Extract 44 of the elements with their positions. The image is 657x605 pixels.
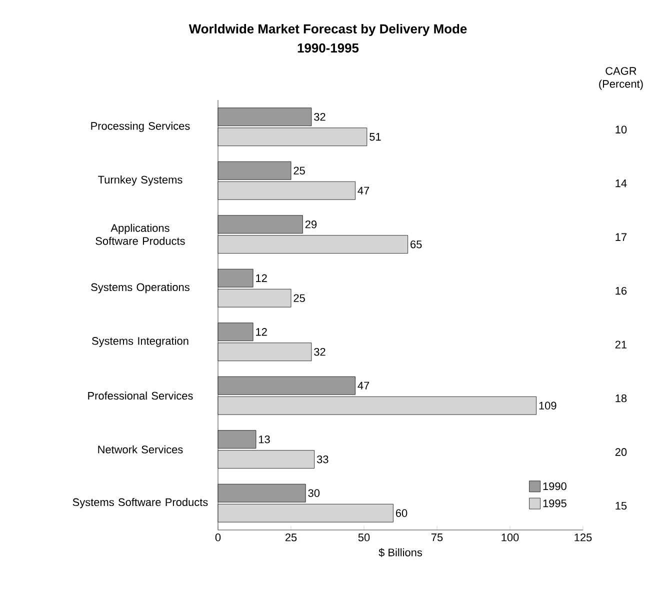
text: 17 [616, 233, 627, 241]
data-label: 60 [396, 509, 408, 517]
text: 15 [616, 502, 627, 510]
chart-title: Worldwide Market Forecast by Delivery Mode [188, 24, 467, 36]
text: 20 [615, 448, 627, 456]
data-label: 13 [258, 436, 270, 444]
data-label: 47 [358, 186, 370, 194]
data-label: 30 [308, 489, 320, 497]
data-label: 47 [358, 382, 370, 390]
data-label: 109 [539, 402, 556, 410]
legend-label: 1995 [543, 499, 566, 508]
x-tick-label: 0 [215, 534, 221, 542]
legend-label: 1990 [543, 482, 566, 490]
text: 10 [616, 126, 627, 134]
data-label: 12 [256, 328, 267, 336]
x-axis-title: $ Billions [378, 548, 422, 557]
text: 18 [616, 394, 627, 402]
data-label: 33 [316, 456, 328, 464]
x-tick-label: 100 [502, 534, 519, 542]
x-tick-label: 50 [358, 534, 370, 542]
text: 14 [616, 180, 627, 188]
text: 21 [615, 340, 627, 348]
data-label: 29 [305, 220, 317, 228]
y-tick-label: Applications Software Products [96, 224, 185, 245]
text: CAGR (Percent) [599, 67, 643, 90]
data-label: 65 [410, 240, 422, 248]
chart-subtitle: 1990-1995 [298, 43, 359, 53]
data-label: 12 [256, 274, 267, 282]
x-tick-label: 125 [574, 534, 592, 542]
y-tick-label: Systems Software Products [72, 498, 208, 508]
data-label: 25 [294, 166, 305, 175]
y-tick-label: Professional Services [88, 392, 193, 400]
y-tick-label: Systems Operations [91, 283, 190, 294]
data-label: 32 [314, 113, 326, 121]
x-tick-label: 25 [285, 534, 297, 542]
y-tick-label: Systems Integration [92, 336, 188, 347]
data-label: 25 [294, 294, 305, 302]
text: 16 [616, 286, 627, 295]
y-tick-label: Processing Services [91, 122, 190, 132]
x-tick-label: 75 [431, 534, 443, 542]
y-tick-label: Network Services [98, 445, 183, 454]
data-label: 32 [314, 348, 326, 356]
data-label: 51 [370, 133, 381, 141]
y-tick-label: Turnkey Systems [98, 176, 182, 186]
